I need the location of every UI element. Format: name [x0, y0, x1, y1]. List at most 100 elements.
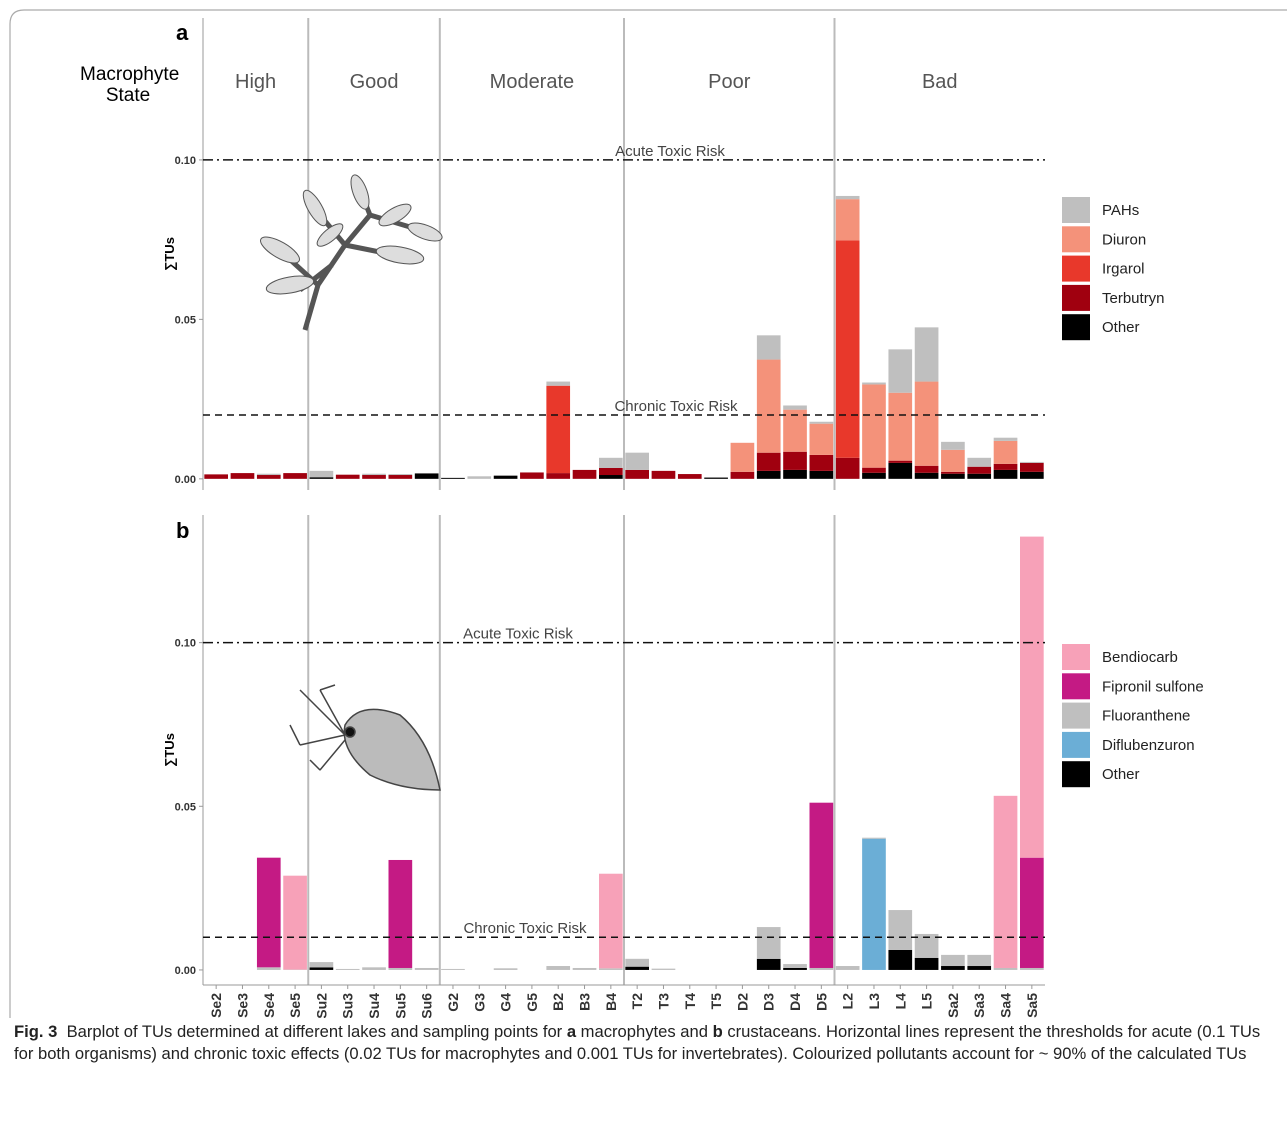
bar-segment — [652, 471, 676, 479]
caption-text: b — [713, 1022, 723, 1041]
legend-swatch — [1062, 314, 1090, 340]
x-tick-label: Se4 — [261, 993, 277, 1018]
bar-segment — [862, 384, 886, 467]
group-label: Moderate — [490, 71, 575, 93]
bar-segment — [757, 453, 781, 471]
macrophyte-state-label: Macrophyte State — [80, 64, 176, 106]
bar-segment — [810, 424, 834, 455]
bar-segment — [494, 476, 518, 479]
bar-segment — [625, 959, 649, 967]
bar-segment — [599, 968, 623, 970]
legend-label: Fipronil sulfone — [1102, 678, 1204, 695]
bar-segment — [283, 473, 307, 479]
bar-segment — [941, 472, 965, 474]
bar-segment — [994, 441, 1018, 464]
bar-segment — [783, 470, 807, 479]
legend-label: Terbutryn — [1102, 290, 1165, 307]
bar-segment — [994, 796, 1018, 968]
page: { "state_label": "Macrophyte State", "ch… — [0, 0, 1287, 1121]
bar-segment — [625, 453, 649, 470]
group-label: Bad — [922, 71, 958, 93]
legend-swatch — [1062, 644, 1090, 670]
x-tick-label: T3 — [655, 993, 671, 1010]
bar-segment — [836, 458, 860, 479]
bar-segment — [546, 382, 570, 386]
bar-segment — [994, 470, 1018, 479]
bar-segment — [389, 474, 413, 475]
x-tick-label: T4 — [682, 993, 698, 1010]
bar-segment — [362, 474, 386, 475]
bar-segment — [204, 474, 228, 478]
bar-segment — [520, 472, 544, 478]
bar-segment — [757, 360, 781, 453]
bar-segment — [310, 471, 334, 477]
bar-segment — [994, 438, 1018, 441]
bar-segment — [389, 475, 413, 479]
bar-segment — [888, 461, 912, 463]
bar-segment — [283, 876, 307, 970]
bar-segment — [546, 966, 570, 970]
legend-label: Diuron — [1102, 231, 1146, 248]
reference-label: Acute Toxic Risk — [615, 143, 725, 160]
bar-segment — [336, 969, 360, 970]
caption-text: macrophytes and — [576, 1022, 713, 1041]
bar-segment — [836, 240, 860, 458]
bar-segment — [1020, 858, 1044, 968]
plant-illustration — [257, 173, 444, 330]
bar-segment — [362, 475, 386, 479]
y-tick-label: 0.05 — [175, 801, 196, 813]
x-tick-label: G4 — [498, 993, 514, 1012]
bar-segment — [336, 475, 360, 479]
x-tick-label: L2 — [840, 993, 856, 1010]
x-tick-label: D3 — [761, 993, 777, 1011]
x-tick-label: D4 — [787, 993, 803, 1011]
bar-segment — [599, 475, 623, 479]
y-tick-label: 0.00 — [175, 965, 196, 977]
legend-label: Other — [1102, 319, 1140, 336]
bar-segment — [941, 442, 965, 450]
caption-label: Fig. 3 — [14, 1022, 57, 1041]
reference-label: Acute Toxic Risk — [463, 626, 573, 643]
x-tick-label: G3 — [471, 993, 487, 1012]
bar-segment — [888, 950, 912, 970]
bar-segment — [1020, 472, 1044, 479]
figure-frame — [10, 10, 1287, 1018]
x-tick-label: Sa5 — [1024, 993, 1040, 1018]
x-tick-label: Se3 — [234, 993, 250, 1018]
group-label: Poor — [708, 71, 751, 93]
bar-segment — [783, 410, 807, 452]
bar-segment — [836, 196, 860, 199]
bar-segment — [625, 470, 649, 479]
panel-label: a — [176, 20, 189, 45]
y-axis-label: ∑TUs — [162, 733, 177, 767]
bar-segment — [915, 382, 939, 466]
reference-label: Chronic Toxic Risk — [463, 920, 587, 937]
bar-segment — [310, 967, 334, 970]
bar-segment — [415, 473, 439, 478]
bar-segment — [257, 475, 281, 479]
bar-segment — [941, 450, 965, 472]
bar-segment — [967, 966, 991, 970]
bar-segment — [994, 464, 1018, 470]
bar-segment — [862, 473, 886, 479]
bar-segment — [967, 955, 991, 966]
bar-segment — [389, 860, 413, 968]
x-tick-label: D2 — [734, 993, 750, 1011]
x-tick-label: G5 — [524, 993, 540, 1012]
bar-segment — [757, 927, 781, 959]
x-tick-label: Se5 — [287, 993, 303, 1018]
x-tick-label: Su6 — [419, 993, 435, 1018]
bar-segment — [257, 474, 281, 475]
x-tick-label: Se2 — [208, 993, 224, 1018]
bar-segment — [967, 458, 991, 467]
x-tick-label: L5 — [919, 993, 935, 1010]
bar-segment — [915, 958, 939, 970]
x-tick-label: T2 — [629, 993, 645, 1010]
legend-swatch — [1062, 285, 1090, 311]
legend-swatch — [1062, 703, 1090, 729]
bar-segment — [467, 476, 491, 479]
caption-text: a — [567, 1022, 576, 1041]
x-tick-label: Sa2 — [945, 993, 961, 1018]
bar-segment — [389, 968, 413, 970]
